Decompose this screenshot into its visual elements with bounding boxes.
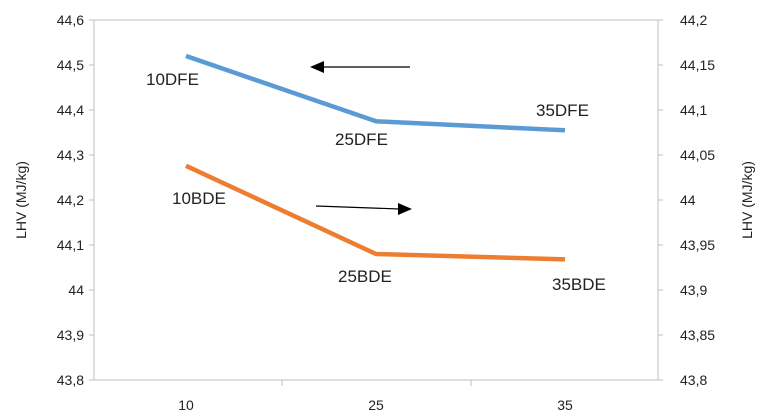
arrow-right-head [398,203,412,215]
y-right-tick-label: 44,15 [680,57,715,73]
y-right-tick-label: 43,8 [680,372,707,388]
y-left-tick-label: 44,2 [57,192,84,208]
y-left-tick-label: 44,6 [57,12,84,28]
y-left-tick-label: 44 [68,282,84,298]
y-left-tick-label: 44,4 [57,102,84,118]
point-label: 25DFE [335,130,388,149]
x-tick-label: 25 [368,397,384,413]
y-left-tick-label: 43,8 [57,372,84,388]
point-label: 10BDE [172,189,226,208]
y-right-tick-label: 44 [680,192,696,208]
point-label: 25BDE [338,267,392,286]
point-label: 35BDE [552,275,606,294]
y-left-tick-label: 44,1 [57,237,84,253]
y-axis-right-title: LHV (MJ/kg) [739,161,755,239]
y-right-tick-label: 43,85 [680,327,715,343]
y-right-tick-label: 44,1 [680,102,707,118]
point-label: 10DFE [146,70,199,89]
y-right-tick-label: 43,9 [680,282,707,298]
y-right-tick-label: 43,95 [680,237,715,253]
x-tick-label: 35 [557,397,573,413]
y-left-tick-label: 44,3 [57,147,84,163]
series-line-bde [185,163,566,262]
arrow-right-shaft [315,205,401,210]
point-label: 35DFE [536,101,589,120]
y-axis-left-title: LHV (MJ/kg) [13,161,29,239]
y-right-tick-label: 44,2 [680,12,707,28]
y-right-tick-label: 44,05 [680,147,715,163]
arrow-left-head [310,61,324,73]
series-line-dfe [185,53,566,133]
x-tick-label: 10 [178,397,194,413]
y-left-tick-label: 43,9 [57,327,84,343]
y-left-tick-label: 44,5 [57,57,84,73]
